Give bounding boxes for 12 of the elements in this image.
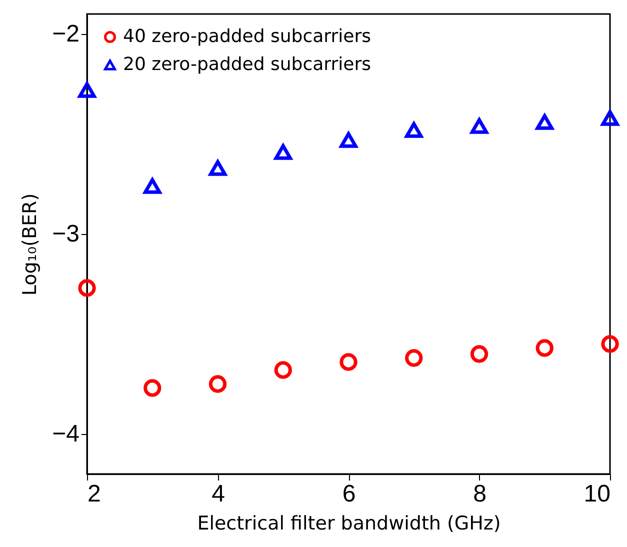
x-axis-title: Electrical filter bandwidth (GHz) xyxy=(197,512,501,534)
x-tick-label: 6 xyxy=(342,480,356,508)
y-tick-label: −3 xyxy=(52,220,80,248)
x-tick-label: 2 xyxy=(88,480,101,508)
x-tick-label: 4 xyxy=(212,480,225,508)
y-axis-title: Log₁₀(BER) xyxy=(19,193,42,296)
x-tick-label: 8 xyxy=(473,480,486,508)
y-tick-label: −4 xyxy=(52,420,80,448)
x-tick-label: 10 xyxy=(584,480,610,508)
y-tick-label: −2 xyxy=(52,20,80,48)
legend-label: 40 zero-padded subcarriers xyxy=(123,26,372,47)
legend-label: 20 zero-padded subcarriers xyxy=(123,54,372,75)
